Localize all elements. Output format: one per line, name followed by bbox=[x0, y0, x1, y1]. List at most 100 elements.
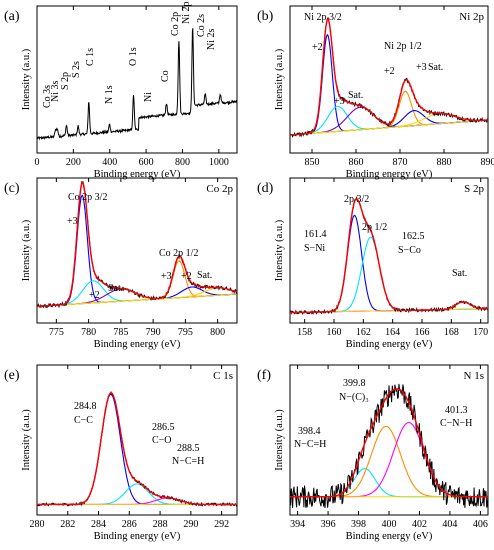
peak-label: +2 bbox=[181, 271, 192, 282]
peak-label: Sat. bbox=[348, 90, 363, 101]
y-axis-label: Intensity (a.u.) bbox=[21, 409, 32, 471]
peak-label: 286.5 bbox=[152, 422, 175, 433]
x-tick-label: 168 bbox=[444, 327, 459, 338]
raw-spectrum bbox=[36, 180, 238, 309]
x-tick-label: 850 bbox=[305, 157, 320, 168]
x-tick-label: 396 bbox=[321, 519, 336, 530]
peak-label: 284.8 bbox=[74, 401, 97, 412]
panel-letter: (c) bbox=[4, 181, 20, 196]
panel-letter: (a) bbox=[4, 9, 20, 24]
panel-element-label: Co 2p bbox=[206, 183, 233, 195]
fitted-envelope bbox=[290, 388, 488, 498]
peak-label: +3 bbox=[334, 96, 345, 107]
peak-label: S−Co bbox=[398, 245, 421, 256]
peak-label: Co bbox=[160, 70, 171, 82]
x-tick-label: 775 bbox=[49, 327, 64, 338]
peak-label: +3 bbox=[416, 62, 427, 73]
x-tick-label: 800 bbox=[210, 327, 225, 338]
x-tick-label: 404 bbox=[442, 519, 457, 530]
panel-letter: (d) bbox=[257, 181, 274, 196]
fit-component bbox=[289, 106, 489, 136]
fit-component bbox=[36, 194, 237, 307]
fit-component bbox=[36, 260, 237, 307]
x-tick-label: 870 bbox=[393, 157, 408, 168]
x-tick-label: 406 bbox=[473, 519, 488, 530]
peak-label: C−O bbox=[152, 435, 172, 446]
raw-spectrum bbox=[36, 390, 238, 507]
x-tick-label: 286 bbox=[122, 519, 137, 530]
panel-element-label: S 2p bbox=[464, 183, 484, 195]
y-axis-label: Intensity (a.u.) bbox=[274, 219, 285, 281]
x-tick-label: 170 bbox=[473, 327, 488, 338]
peak-label: 162.5 bbox=[402, 231, 425, 242]
plot-frame bbox=[36, 364, 238, 516]
x-tick-label: 402 bbox=[412, 519, 427, 530]
panel-e-c1s: 280 282 284 286 288 290 292 Binding energy (eV)… bbox=[4, 364, 238, 542]
x-tick-label: 860 bbox=[349, 157, 364, 168]
x-tick-label: 158 bbox=[297, 327, 312, 338]
fitted-envelope bbox=[289, 17, 489, 136]
panel-letter: (b) bbox=[257, 9, 274, 24]
peak-label: 161.4 bbox=[304, 229, 327, 240]
peak-label: Co 2p 3/2 bbox=[68, 192, 107, 203]
x-tick-label: 166 bbox=[415, 327, 430, 338]
peak-label: 2p 1/2 bbox=[362, 222, 387, 233]
peak-label: Ni 2p 1/2 bbox=[384, 41, 422, 52]
fitted-envelope bbox=[37, 392, 237, 506]
y-axis-label: Intensity (a.u.) bbox=[274, 409, 285, 471]
panel-letter: (e) bbox=[4, 368, 20, 383]
peak-label: 288.5 bbox=[177, 443, 200, 454]
fitted-envelope bbox=[36, 181, 238, 308]
y-axis-label: Intensity (a.u.) bbox=[274, 48, 285, 110]
x-tick-label: 785 bbox=[113, 327, 128, 338]
peak-label: Co 2p 1/2 bbox=[159, 248, 198, 259]
x-tick-label: 290 bbox=[183, 519, 198, 530]
x-tick-label: 162 bbox=[356, 327, 371, 338]
peak-label: Sat. bbox=[428, 62, 443, 73]
peak-label: +2 bbox=[384, 66, 395, 77]
fitted-envelope bbox=[290, 198, 488, 314]
panel-element-label: C 1s bbox=[213, 370, 233, 382]
peak-label: Ni 2s bbox=[206, 29, 217, 51]
peak-label: N 1s bbox=[104, 85, 115, 104]
x-tick-label: 1000 bbox=[209, 157, 229, 168]
peak-label: S 2s bbox=[71, 61, 82, 78]
x-tick-label: 800 bbox=[175, 157, 190, 168]
raw-spectrum bbox=[289, 383, 489, 509]
peak-label: N−C=H bbox=[172, 456, 204, 467]
plot-frame bbox=[36, 177, 238, 324]
x-axis-label: Binding energy (eV) bbox=[346, 339, 433, 350]
peak-label: +3 bbox=[67, 216, 78, 227]
peak-label: +3 bbox=[161, 271, 172, 282]
y-axis-label: Intensity (a.u.) bbox=[21, 48, 32, 110]
survey-spectrum bbox=[36, 28, 238, 141]
peak-label: Co 2p bbox=[170, 12, 181, 36]
x-axis-label: Binding energy (eV) bbox=[94, 339, 181, 350]
peak-label: N−(C)₃ bbox=[339, 392, 369, 403]
peak-label: C−C bbox=[74, 415, 93, 426]
x-tick-label: 795 bbox=[178, 327, 193, 338]
x-tick-label: 780 bbox=[81, 327, 96, 338]
peak-label: S 2p bbox=[60, 72, 71, 90]
peak-label: 2p 3/2 bbox=[344, 194, 369, 205]
x-axis-label: Binding energy (eV) bbox=[346, 169, 433, 180]
x-tick-label: 200 bbox=[66, 157, 81, 168]
peak-label: Sat. bbox=[452, 268, 467, 279]
x-tick-label: 160 bbox=[327, 327, 342, 338]
peak-label: +2 bbox=[89, 290, 100, 301]
plot-frame bbox=[289, 5, 489, 154]
panel-c-co2p: 775 780 785 790 795 800 Binding energy (eV) Int… bbox=[4, 177, 238, 350]
x-tick-label: 394 bbox=[290, 519, 305, 530]
x-tick-label: 890 bbox=[481, 157, 494, 168]
peak-label: Ni bbox=[143, 92, 154, 102]
peak-label: N−C=H bbox=[294, 439, 326, 450]
background-line bbox=[289, 119, 489, 136]
x-tick-label: 0 bbox=[35, 157, 40, 168]
x-tick-label: 280 bbox=[30, 519, 45, 530]
x-tick-label: 292 bbox=[214, 519, 229, 530]
peak-label: +2 bbox=[312, 42, 323, 53]
raw-spectrum bbox=[289, 17, 489, 138]
panel-element-label: N 1s bbox=[464, 370, 484, 382]
fit-component bbox=[289, 105, 489, 136]
